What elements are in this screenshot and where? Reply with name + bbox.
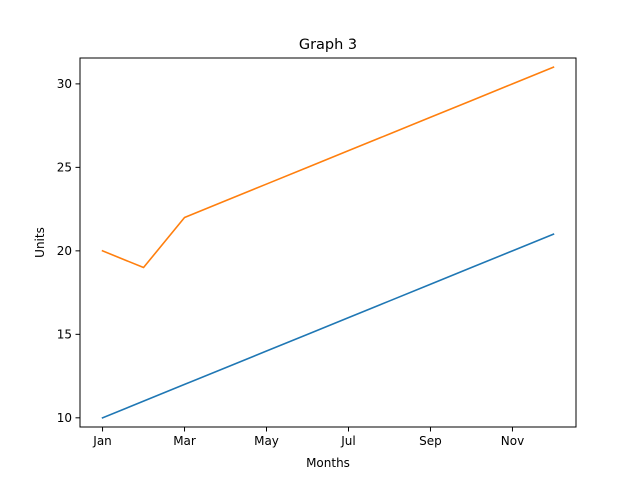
y-tick-label: 15 <box>57 328 72 342</box>
y-tick-label: 30 <box>57 77 72 91</box>
plot-area-frame <box>79 57 577 428</box>
x-axis-label: Months <box>306 456 350 470</box>
x-tick-label: May <box>254 434 279 448</box>
x-tick-label: Jul <box>340 434 355 448</box>
y-tick-label: 10 <box>57 411 72 425</box>
y-tick-label: 20 <box>57 244 72 258</box>
y-axis-label: Units <box>33 227 47 258</box>
y-axis-ticks: 10 15 20 25 30 <box>57 77 80 425</box>
series-layer <box>101 66 555 419</box>
x-tick-label: Mar <box>173 434 196 448</box>
x-tick-label: Nov <box>501 434 524 448</box>
series-line-2 <box>101 66 555 269</box>
x-axis-ticks: Jan Mar May Jul Sep Nov <box>92 427 524 448</box>
y-tick-label: 25 <box>57 161 72 175</box>
x-tick-label: Sep <box>419 434 442 448</box>
series-line-1 <box>101 233 555 419</box>
x-tick-label: Jan <box>92 434 112 448</box>
chart-title: Graph 3 <box>299 37 357 53</box>
